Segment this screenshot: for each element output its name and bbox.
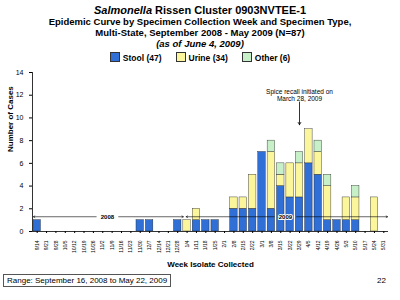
svg-text:4/26: 4/26 bbox=[334, 240, 340, 250]
svg-text:12: 12 bbox=[16, 91, 24, 98]
svg-text:8: 8 bbox=[20, 137, 24, 144]
svg-text:10/12: 10/12 bbox=[71, 240, 77, 253]
svg-text:10/26: 10/26 bbox=[90, 240, 96, 253]
svg-text:12/7: 12/7 bbox=[146, 240, 152, 250]
svg-text:1/11: 1/11 bbox=[193, 240, 199, 250]
svg-text:5/17: 5/17 bbox=[362, 240, 368, 250]
svg-text:3/8: 3/8 bbox=[268, 240, 274, 247]
html-text:Epidemic Curve by Specimen Col: Epidemic Curve by Specimen Collection We… bbox=[48, 16, 352, 27]
svg-text:10/5: 10/5 bbox=[62, 240, 68, 250]
html-text:Salmonella Rissen Cluster 0903: Salmonella Rissen Cluster 0903NVTEE-1 bbox=[93, 4, 307, 16]
svg-text:11/23: 11/23 bbox=[127, 240, 133, 252]
svg-text:3/15: 3/15 bbox=[277, 240, 283, 250]
svg-text:12/14: 12/14 bbox=[156, 240, 162, 253]
svg-text:10: 10 bbox=[16, 114, 24, 121]
svg-text:11/30: 11/30 bbox=[137, 240, 143, 252]
svg-text:4/19: 4/19 bbox=[324, 240, 330, 250]
svg-text:12/28: 12/28 bbox=[174, 240, 180, 253]
svg-text:5/3: 5/3 bbox=[343, 240, 349, 247]
html-text:22: 22 bbox=[377, 276, 386, 285]
svg-text:2009: 2009 bbox=[279, 214, 293, 220]
svg-text:2/15: 2/15 bbox=[240, 240, 246, 250]
html-text:Urine (34): Urine (34) bbox=[188, 53, 228, 63]
html-text:Stool (47): Stool (47) bbox=[122, 53, 162, 63]
svg-text:4: 4 bbox=[20, 182, 24, 189]
svg-text:4/5: 4/5 bbox=[305, 240, 311, 247]
html-text:Other (6): Other (6) bbox=[254, 53, 291, 63]
svg-text:2/22: 2/22 bbox=[249, 240, 255, 250]
svg-text:1/25: 1/25 bbox=[212, 240, 218, 250]
svg-text:11/2: 11/2 bbox=[99, 240, 105, 250]
svg-text:3/29: 3/29 bbox=[296, 240, 302, 250]
svg-text:3/22: 3/22 bbox=[287, 240, 293, 250]
html-text:Range: September 16, 2008 to M: Range: September 16, 2008 to May 22, 200… bbox=[7, 276, 168, 285]
svg-text:10/19: 10/19 bbox=[81, 240, 87, 253]
html-text:Multi-State, September 2008 -: Multi-State, September 2008 - May 2009 (… bbox=[95, 27, 305, 38]
svg-text:Number of Cases: Number of Cases bbox=[6, 86, 15, 152]
svg-text:1/4: 1/4 bbox=[184, 240, 190, 247]
svg-text:6: 6 bbox=[20, 160, 24, 167]
svg-text:2/1: 2/1 bbox=[221, 240, 227, 247]
svg-text:3/1: 3/1 bbox=[259, 240, 265, 247]
svg-text:0: 0 bbox=[20, 228, 24, 235]
svg-text:4/12: 4/12 bbox=[315, 240, 321, 250]
svg-text:2: 2 bbox=[20, 205, 24, 212]
svg-text:11/9: 11/9 bbox=[109, 240, 115, 250]
svg-text:11/16: 11/16 bbox=[118, 240, 124, 252]
svg-text:2/8: 2/8 bbox=[231, 240, 237, 247]
svg-text:Spice recall initiated onMarch: Spice recall initiated onMarch 28, 2009 bbox=[266, 88, 333, 102]
svg-text:Week Isolate Collected: Week Isolate Collected bbox=[167, 260, 254, 269]
svg-text:5/31: 5/31 bbox=[380, 240, 386, 250]
svg-text:12/21: 12/21 bbox=[165, 240, 171, 253]
svg-text:2008: 2008 bbox=[101, 214, 115, 220]
svg-text:5/24: 5/24 bbox=[371, 240, 377, 250]
svg-text:14: 14 bbox=[16, 69, 24, 76]
html-text:(as of June 4, 2009): (as of June 4, 2009) bbox=[156, 38, 244, 49]
svg-text:9/14: 9/14 bbox=[34, 240, 40, 250]
svg-text:1/18: 1/18 bbox=[202, 240, 208, 250]
svg-text:9/28: 9/28 bbox=[53, 240, 59, 250]
svg-text:9/21: 9/21 bbox=[43, 240, 49, 250]
svg-text:5/10: 5/10 bbox=[352, 240, 358, 250]
